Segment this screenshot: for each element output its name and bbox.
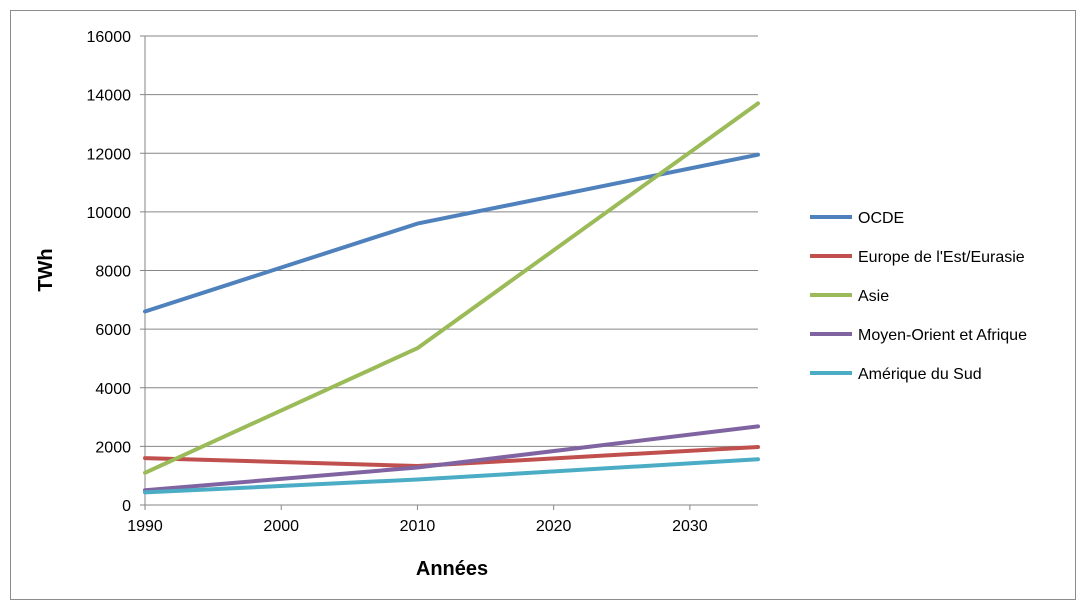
x-axis-title: Années [416,558,488,580]
legend-label: OCDE [858,210,904,227]
x-tick-label: 2020 [536,518,572,535]
series-line-3 [143,424,760,493]
series-line-0 [143,152,760,314]
legend-label: Moyen-Orient et Afrique [858,327,1027,344]
y-axis-title: TWh [35,248,57,291]
x-tick-label: 2010 [400,518,436,535]
series-line-2 [143,101,760,475]
y-tick-label: 0 [122,498,131,515]
gridlines [145,35,758,447]
legend-label: Amérique du Sud [858,366,982,383]
y-tick-label: 4000 [95,381,131,398]
chart-frame [10,10,1076,600]
legend: OCDE Europe de l'Est/Eurasie Asie Moyen-Ori… [810,210,1027,383]
legend-label: Asie [858,288,889,305]
x-tick-label: 2030 [672,518,708,535]
y-tick-label: 14000 [87,88,132,105]
legend-label: Europe de l'Est/Eurasie [858,249,1025,266]
series-lines [143,101,760,495]
x-tick-label: 2000 [263,518,299,535]
y-tick-label: 6000 [95,322,131,339]
x-tick-labels: 1990 2000 2010 2020 2030 [127,518,708,535]
series-line-4 [143,457,760,495]
axes [140,35,758,510]
y-tick-label: 10000 [87,205,132,222]
x-tick-label: 1990 [127,518,163,535]
y-tick-labels: 0 2000 4000 6000 8000 10000 12000 14000 16000 [87,29,132,515]
y-tick-label: 16000 [87,29,132,46]
y-tick-label: 2000 [95,439,131,456]
y-tick-label: 12000 [87,146,132,163]
y-tick-label: 8000 [95,264,131,281]
